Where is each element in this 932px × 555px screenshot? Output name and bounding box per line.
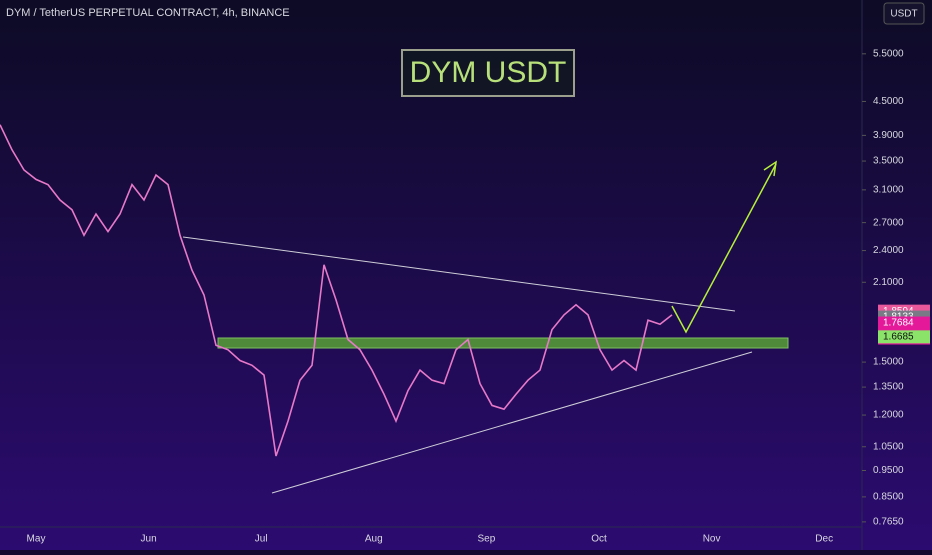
y-tick-label: 0.7650 xyxy=(873,517,904,528)
y-tick-label: 2.4000 xyxy=(873,245,904,256)
x-tick-label: Sep xyxy=(478,534,496,545)
y-tick-label: 1.2000 xyxy=(873,410,904,421)
y-tick-label: 1.5000 xyxy=(873,357,904,368)
x-tick-label: Oct xyxy=(591,534,607,545)
x-tick-label: Jul xyxy=(255,534,268,545)
price-label: 1.6685 xyxy=(883,331,914,342)
x-tick-label: Aug xyxy=(365,534,383,545)
y-tick-label: 2.7000 xyxy=(873,217,904,228)
y-tick-label: 1.3500 xyxy=(873,382,904,393)
price-line xyxy=(0,124,673,457)
y-tick-label: 2.1000 xyxy=(873,277,904,288)
y-tick-label: 0.9500 xyxy=(873,465,904,476)
currency-label[interactable]: USDT xyxy=(890,9,917,20)
y-tick-label: 3.9000 xyxy=(873,130,904,141)
x-tick-label: Nov xyxy=(703,534,721,545)
currency-button[interactable] xyxy=(883,2,925,25)
y-tick-label: 3.5000 xyxy=(873,156,904,167)
projection-arrow xyxy=(671,163,777,334)
watermark: DYM USDT xyxy=(410,56,567,89)
y-tick-label: 4.5000 xyxy=(873,96,904,107)
x-tick-label: Jun xyxy=(141,534,157,545)
y-tick-label: 5.5000 xyxy=(873,48,904,59)
support-zone xyxy=(217,337,789,349)
y-tick-label: 1.0500 xyxy=(873,441,904,452)
x-tick-label: May xyxy=(27,534,46,545)
arrow-head xyxy=(763,160,777,177)
watermark-box xyxy=(401,49,575,97)
y-tick-label: 3.1000 xyxy=(873,184,904,195)
y-tick-label: 0.8500 xyxy=(873,492,904,503)
plot xyxy=(0,124,673,457)
x-tick-label: Dec xyxy=(815,534,833,545)
lower-trendline xyxy=(271,351,753,494)
upper-trendline xyxy=(182,236,736,312)
chart-title: DYM / TetherUS PERPETUAL CONTRACT, 4h, B… xyxy=(6,7,290,19)
price-label-box xyxy=(878,330,930,344)
price-label: 1.7684 xyxy=(883,318,914,329)
